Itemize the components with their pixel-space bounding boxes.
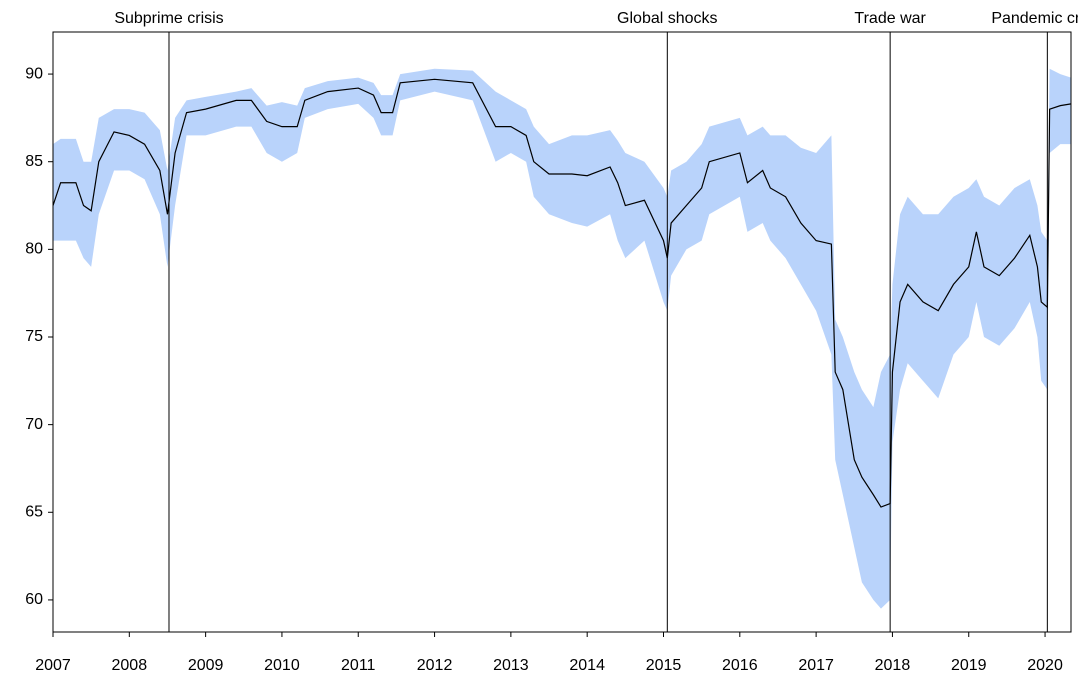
x-tick-label: 2017 (798, 657, 834, 674)
y-tick-label: 65 (25, 503, 43, 520)
x-tick-label: 2019 (951, 657, 987, 674)
x-tick-label: 2014 (569, 657, 605, 674)
event-label: Subprime crisis (114, 10, 223, 27)
x-tick-label: 2015 (646, 657, 682, 674)
x-tick-label: 2008 (112, 657, 148, 674)
y-tick-label: 90 (25, 65, 43, 82)
x-tick-label: 2011 (341, 657, 376, 674)
confidence-band (53, 68, 1071, 609)
x-tick-label: 2013 (493, 657, 529, 674)
x-tick-label: 2007 (35, 657, 71, 674)
y-tick-label: 70 (25, 416, 43, 433)
event-label: Trade war (854, 10, 926, 27)
x-tick-label: 2016 (722, 657, 758, 674)
plot-frame (52, 31, 1072, 633)
x-tick-label: 2010 (264, 657, 300, 674)
y-tick-label: 80 (25, 241, 43, 258)
x-tick-label: 2009 (188, 657, 224, 674)
line (52, 78, 1072, 508)
x-tick-label: 2012 (417, 657, 453, 674)
event-label: Pandemic crisis (991, 10, 1078, 27)
y-tick-label: 60 (25, 591, 43, 608)
x-tick-label: 2018 (875, 657, 911, 674)
event-label: Global shocks (617, 10, 718, 27)
y-tick-label: 75 (25, 328, 43, 345)
y-tick-label: 85 (25, 153, 43, 170)
x-tick-label: 2020 (1027, 657, 1063, 674)
